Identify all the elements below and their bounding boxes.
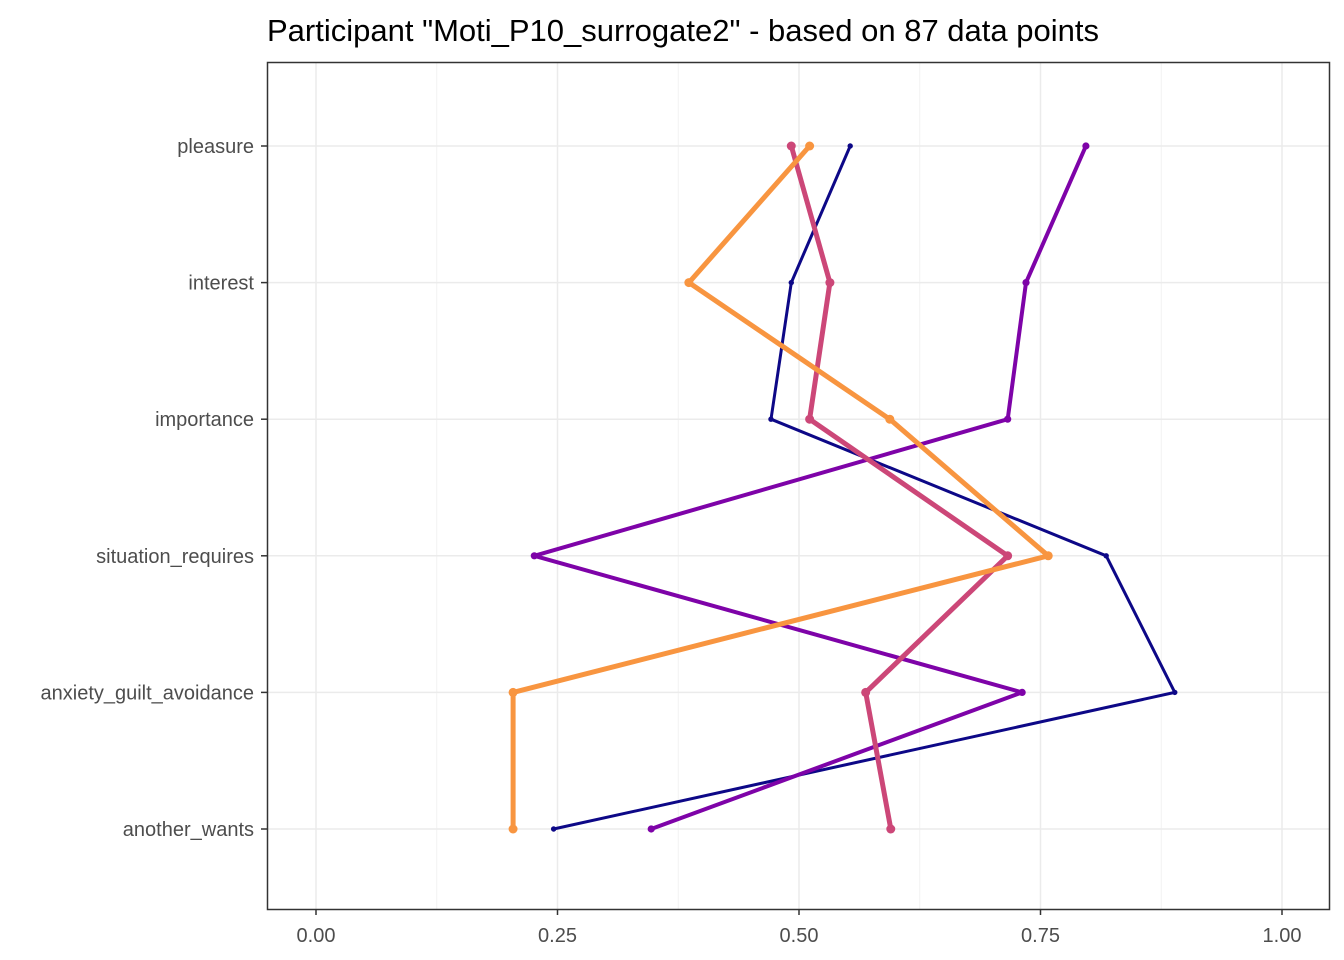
- x-tick-label: 0.00: [297, 925, 336, 947]
- x-tick-label: 0.25: [538, 925, 577, 947]
- series-1: [550, 143, 1178, 832]
- data-point: [550, 826, 557, 832]
- y-tick-label-importance: importance: [155, 409, 254, 431]
- data-point: [1003, 551, 1013, 561]
- data-point: [788, 279, 794, 286]
- data-point: [805, 141, 815, 151]
- series-line-4: [510, 143, 1051, 832]
- data-point: [886, 824, 896, 834]
- series-3: [786, 141, 1013, 834]
- y-tick-label-situation-requires: situation_requires: [96, 546, 254, 568]
- series-layer: [508, 141, 1178, 834]
- y-tick-label-pleasure: pleasure: [177, 136, 254, 158]
- data-point: [861, 687, 871, 697]
- data-point: [1004, 415, 1012, 423]
- series-2: [530, 142, 1090, 833]
- data-point: [1082, 142, 1090, 150]
- x-tick-label: 0.50: [780, 925, 819, 947]
- data-point: [508, 824, 518, 834]
- series-4: [508, 141, 1053, 834]
- data-point: [885, 414, 895, 424]
- series-line-3: [788, 143, 1011, 832]
- data-point: [1172, 689, 1178, 696]
- data-point: [684, 278, 694, 288]
- data-point: [1022, 279, 1030, 287]
- data-point: [1043, 551, 1053, 561]
- data-point: [530, 552, 538, 560]
- x-tick-label: 0.75: [1021, 925, 1060, 947]
- data-point: [768, 416, 774, 422]
- series-line-2: [532, 144, 1088, 831]
- data-point: [647, 825, 655, 833]
- y-tick-label-another-wants: another_wants: [123, 819, 254, 841]
- data-point: [1103, 553, 1109, 559]
- data-point: [508, 687, 518, 697]
- y-tick-label-anxiety-guilt-avoidance: anxiety_guilt_avoidance: [41, 682, 255, 704]
- data-point: [825, 278, 835, 288]
- data-point: [805, 414, 815, 424]
- chart-title: Participant "Moti_P10_surrogate2" - base…: [267, 13, 1099, 48]
- grid: [267, 62, 1329, 909]
- x-tick-label: 1.00: [1263, 925, 1302, 947]
- data-point: [786, 141, 796, 151]
- series-line-1: [552, 144, 1177, 831]
- axes: 0.00 0.25 0.50 0.75 1.00 pleasure interest impo…: [41, 136, 1302, 947]
- data-point: [847, 143, 853, 149]
- y-tick-label-interest: interest: [188, 273, 254, 295]
- data-point: [1018, 688, 1026, 697]
